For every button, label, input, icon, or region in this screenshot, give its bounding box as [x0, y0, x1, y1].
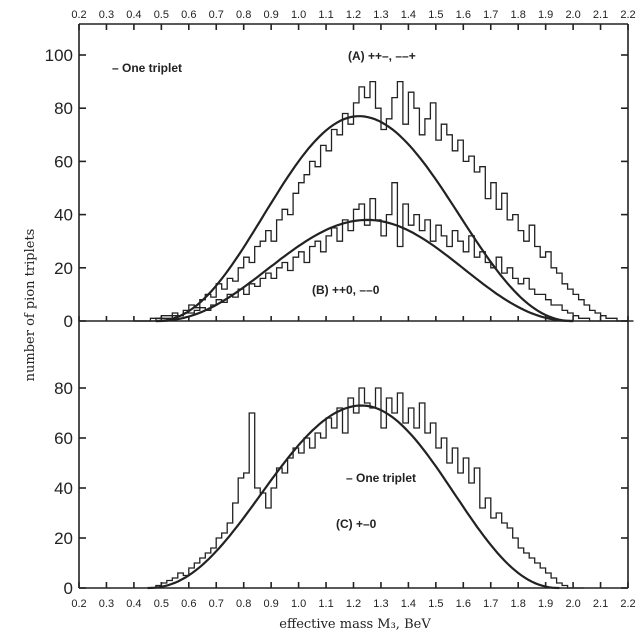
y-tick-label: 20: [54, 259, 73, 278]
x-tick-label: 0.2: [71, 598, 86, 610]
x-tick-label: 1.4: [401, 598, 416, 610]
x-tick-label: 0.3: [99, 598, 114, 610]
top-x-tick-label: 0.4: [126, 9, 141, 21]
upper-y-tick-labels: 0 20 40 60 80 100: [45, 46, 73, 331]
x-tick-label: 0.4: [126, 598, 141, 610]
x-tick-label: 0.7: [209, 598, 224, 610]
top-x-tick-label: 0.2: [71, 9, 86, 21]
x-tick-label: 1.8: [511, 598, 526, 610]
x-tick-label: 1.1: [318, 598, 333, 610]
top-x-tick-label: 2.0: [565, 9, 580, 21]
top-x-tick-label: 0.3: [99, 9, 114, 21]
bottom-x-tick-labels: 0.2 0.3 0.4 0.5 0.6 0.7 0.8 0.9 1.0 1.1 1.2 1.3 1.4 1…: [71, 598, 635, 610]
x-tick-label: 0.8: [236, 598, 251, 610]
y-tick-label: 60: [54, 429, 73, 448]
x-tick-label: 0.6: [181, 598, 196, 610]
top-x-tick-label: 2.1: [593, 9, 608, 21]
y-tick-label: 100: [45, 46, 73, 65]
y-tick-label: 60: [54, 152, 73, 171]
top-x-tick-label: 0.7: [209, 9, 224, 21]
top-x-tick-label: 0.5: [154, 9, 169, 21]
fit-curve: [155, 218, 574, 323]
x-axis-label: effective mass M₃, BeV: [279, 617, 431, 632]
fit-curves: [147, 115, 574, 590]
top-x-tick-label: 1.0: [291, 9, 306, 21]
top-x-tick-label: 1.5: [428, 9, 443, 21]
series-b-label: (B) ++0, ––0: [312, 283, 380, 297]
y-tick-label: 40: [54, 479, 73, 498]
top-x-tick-label: 1.1: [318, 9, 333, 21]
x-tick-label: 1.2: [346, 598, 361, 610]
top-x-tick-label: 1.8: [511, 9, 526, 21]
tick-marks: [78, 24, 629, 589]
top-x-tick-label: 0.6: [181, 9, 196, 21]
x-tick-label: 2.0: [565, 598, 580, 610]
upper-legend: – One triplet: [112, 61, 182, 75]
top-x-tick-label: 0.8: [236, 9, 251, 21]
y-tick-label: 20: [54, 529, 73, 548]
top-x-tick-label: 1.9: [538, 9, 553, 21]
top-x-tick-label: 1.2: [346, 9, 361, 21]
x-tick-label: 0.9: [264, 598, 279, 610]
x-tick-label: 1.0: [291, 598, 306, 610]
x-tick-label: 1.3: [373, 598, 388, 610]
lower-y-tick-labels: 0 20 40 60 80: [54, 379, 73, 598]
series-a-label: (A) ++–, ––+: [348, 49, 416, 63]
histogram-series: [133, 182, 634, 322]
y-tick-label: 40: [54, 206, 73, 225]
top-x-tick-label: 1.3: [373, 9, 388, 21]
series-c-label: (C) +–0: [336, 517, 377, 531]
top-x-tick-label: 0.9: [264, 9, 279, 21]
lower-panel-series: [155, 387, 585, 589]
y-tick-label: 80: [54, 379, 73, 398]
histogram-series: [155, 387, 585, 589]
lower-legend: – One triplet: [346, 471, 416, 485]
y-axis-label: number of pion triplets: [23, 229, 38, 382]
histogram-series: [133, 80, 634, 322]
fit-curve: [147, 404, 560, 590]
x-tick-label: 1.9: [538, 598, 553, 610]
x-tick-label: 2.1: [593, 598, 608, 610]
x-tick-label: 0.5: [154, 598, 169, 610]
upper-panel-series: [133, 80, 634, 322]
x-tick-label: 1.6: [456, 598, 471, 610]
y-tick-label: 0: [64, 579, 73, 598]
y-tick-label: 0: [64, 312, 73, 331]
fit-curve: [155, 115, 574, 323]
top-x-tick-label: 1.4: [401, 9, 416, 21]
top-x-tick-label: 1.7: [483, 9, 498, 21]
top-x-tick-labels: 0.2 0.3 0.4 0.5 0.6 0.7 0.8 0.9 1.0 1.1 1.2 1.3 1.4 1…: [71, 9, 635, 21]
top-x-tick-label: 2.2: [620, 9, 635, 21]
x-tick-label: 1.5: [428, 598, 443, 610]
top-x-tick-label: 1.6: [456, 9, 471, 21]
x-tick-label: 2.2: [620, 598, 635, 610]
y-tick-label: 80: [54, 99, 73, 118]
x-tick-label: 1.7: [483, 598, 498, 610]
